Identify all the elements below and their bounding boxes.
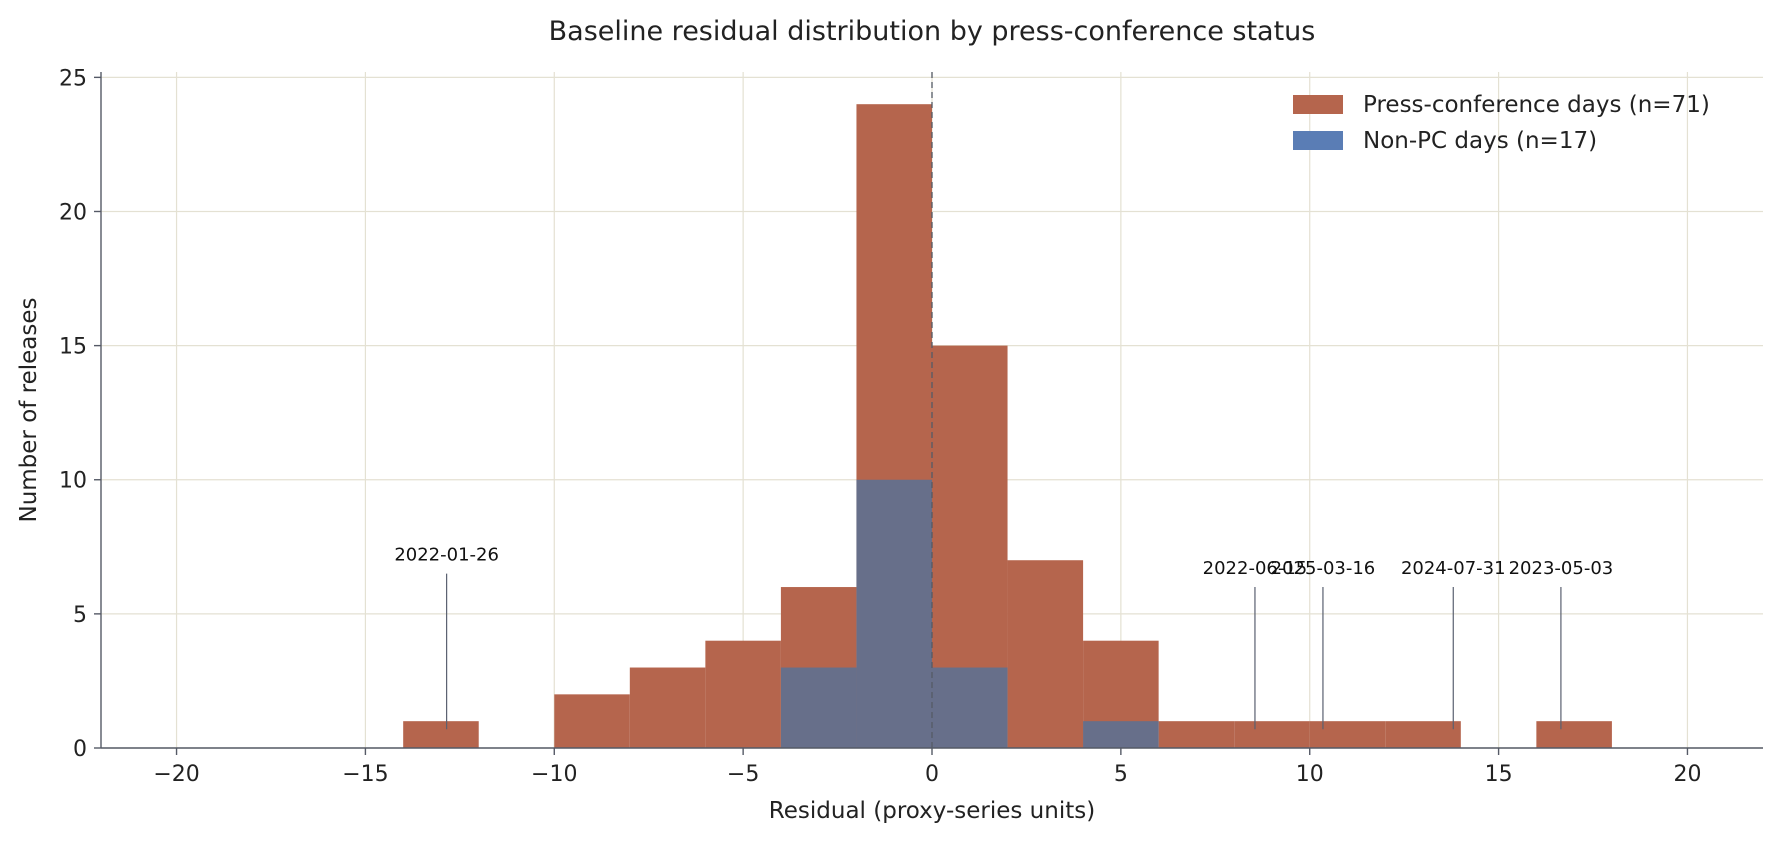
- bar-press-conference: [1385, 721, 1461, 748]
- bar-press-conference: [1309, 721, 1386, 748]
- y-tick-label: 0: [73, 737, 87, 762]
- y-tick-label: 10: [59, 469, 87, 494]
- x-axis-label: Residual (proxy-series units): [769, 798, 1095, 824]
- bar-press-conference: [705, 640, 781, 748]
- annotation-label: 2023-05-03: [1509, 558, 1614, 579]
- axes: −20 −15 −10 −5 0 5 10 15 20 0 5 10 15 20 25: [59, 66, 1763, 787]
- histogram-bars: [403, 104, 1612, 748]
- x-tick-label: −15: [342, 762, 388, 787]
- annotation-label: 2022-01-26: [394, 545, 499, 566]
- x-tick-label: 5: [1114, 762, 1128, 787]
- bar-press-conference: [1234, 721, 1310, 748]
- x-tick-label: −10: [531, 762, 577, 787]
- bar-press-conference: [1536, 721, 1612, 748]
- bar-press-conference: [629, 667, 706, 748]
- x-tick-label: 20: [1673, 762, 1701, 787]
- legend-swatch: [1293, 95, 1343, 114]
- bar-press-conference: [1007, 560, 1084, 748]
- annotation-label: 2025-03-16: [1271, 558, 1376, 579]
- x-tick-label: −20: [153, 762, 199, 787]
- bar-press-conference: [1158, 721, 1235, 748]
- x-tick-label: 0: [925, 762, 939, 787]
- chart-title: Baseline residual distribution by press-…: [549, 16, 1316, 47]
- x-tick-label: 15: [1485, 762, 1513, 787]
- legend-label: Press-conference days (n=71): [1363, 92, 1710, 118]
- x-tick-label: 10: [1296, 762, 1324, 787]
- bar-non-pc: [1083, 721, 1159, 748]
- y-tick-label: 20: [59, 200, 87, 225]
- annotation-label: 2022-06-15: [1203, 558, 1308, 579]
- annotation-label: 2024-07-31: [1401, 558, 1506, 579]
- legend-swatch: [1293, 131, 1343, 150]
- bar-non-pc: [856, 479, 932, 748]
- bar-non-pc: [780, 667, 857, 748]
- x-tick-label: −5: [727, 762, 759, 787]
- bar-press-conference: [554, 694, 630, 748]
- legend: Press-conference days (n=71) Non-PC days …: [1293, 92, 1710, 154]
- y-tick-label: 25: [59, 66, 87, 91]
- y-tick-label: 15: [59, 335, 87, 360]
- y-axis-label: Number of releases: [16, 297, 42, 522]
- y-tick-label: 5: [73, 603, 87, 628]
- bar-press-conference: [403, 721, 479, 748]
- bar-non-pc: [932, 667, 1008, 748]
- legend-label: Non-PC days (n=17): [1363, 128, 1597, 154]
